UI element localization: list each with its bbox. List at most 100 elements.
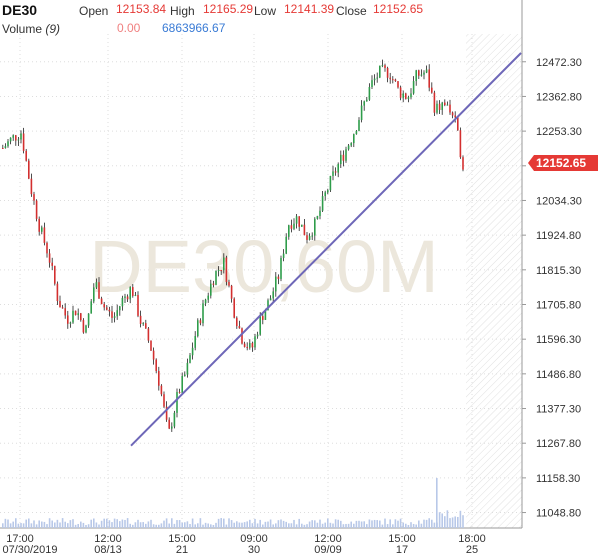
volume-bar (212, 524, 215, 528)
volume-bar (418, 520, 420, 528)
volume-bar (93, 518, 95, 528)
candle-body (56, 283, 59, 302)
volume-bar (7, 519, 9, 528)
y-tick-label: 11377.30 (536, 404, 581, 416)
x-tick-date: 17 (396, 544, 408, 556)
volume-bar (4, 518, 7, 528)
current-price-tag (528, 154, 598, 171)
volume-bar (462, 515, 464, 528)
volume-bar (324, 522, 326, 528)
candle-body (217, 269, 220, 271)
volume-bar (90, 519, 92, 528)
candle-body (163, 394, 165, 407)
volume-bar (189, 524, 191, 528)
candle-body (152, 350, 155, 360)
candle-body (425, 69, 428, 73)
candle-body (181, 375, 183, 393)
candle-body (139, 315, 142, 324)
x-tick-time: 15:00 (168, 533, 196, 545)
volume-bar (61, 518, 64, 528)
volume-value-b: 6863966.67 (162, 21, 226, 35)
x-tick-time: 17:00 (6, 533, 34, 545)
volume-bar (111, 522, 113, 528)
volume-bar (397, 520, 399, 528)
low-label: Low (254, 4, 277, 18)
volume-bar (197, 523, 199, 528)
x-tick-date: 30 (248, 544, 260, 556)
x-tick-date: 07/30/2019 (2, 544, 57, 556)
volume-bar (142, 522, 144, 528)
volume-bar (308, 521, 311, 528)
candle-body (386, 67, 389, 78)
candle-body (41, 227, 43, 232)
candle-body (176, 392, 178, 413)
volume-bar (269, 519, 272, 528)
volume-bar (358, 520, 360, 528)
candle-body (207, 295, 209, 300)
volume-bar (329, 522, 332, 528)
volume-bar (95, 522, 98, 528)
candle-body (30, 178, 33, 195)
candle-body (59, 301, 61, 308)
volume-bar (423, 519, 425, 528)
volume-bar (38, 520, 40, 528)
candle-body (418, 70, 420, 76)
volume-bar (431, 519, 433, 528)
candle-body (264, 310, 267, 320)
candle-body (360, 105, 363, 121)
future-area-hatch (466, 34, 522, 528)
volume-bar (301, 523, 303, 528)
open-value: 12153.84 (116, 2, 167, 16)
volume-bar (64, 521, 66, 528)
candle-body (350, 143, 352, 146)
volume-bar (25, 519, 27, 528)
candle-body (459, 130, 462, 158)
y-tick-label: 11815.30 (536, 265, 581, 277)
volume-bar (116, 519, 118, 528)
volume-bar (72, 519, 74, 528)
volume-bar (46, 524, 48, 528)
volume-label: Volume (2, 22, 43, 36)
candle-body (332, 171, 334, 176)
candle-body (275, 276, 277, 292)
volume-bar (137, 519, 139, 528)
candle-body (74, 310, 77, 316)
volume-bar (311, 520, 313, 528)
open-label: Open (79, 4, 109, 18)
high-value: 12165.29 (203, 2, 254, 16)
candle-body (124, 296, 126, 298)
volume-bar (371, 520, 373, 528)
volume-bar (438, 512, 441, 528)
candle-body (399, 87, 402, 98)
candle-body (119, 306, 121, 311)
candle-body (54, 265, 56, 284)
volume-bar (405, 523, 407, 528)
candle-body (280, 257, 282, 279)
volume-bar (119, 521, 121, 528)
trendline[interactable] (130, 52, 522, 447)
candle-body (441, 102, 443, 110)
candle-body (295, 216, 298, 224)
candle-body (410, 93, 412, 98)
volume-bar (173, 523, 176, 528)
y-tick-label: 11158.30 (536, 473, 580, 485)
candle-body (77, 313, 79, 316)
volume-bar (33, 520, 35, 528)
y-tick-label: 12253.30 (536, 126, 582, 138)
volume-bar (85, 524, 87, 528)
candle-body (186, 362, 189, 375)
volume-bar (293, 519, 295, 528)
candle-body (158, 371, 160, 386)
y-tick-label: 11267.80 (536, 438, 581, 450)
candle-body (236, 317, 238, 327)
candle-body (121, 297, 124, 307)
volume-bar (147, 521, 150, 528)
close-label: Close (336, 4, 367, 18)
candle-body (308, 235, 311, 240)
volume-bar (35, 524, 38, 528)
candle-body (85, 325, 87, 333)
candle-body (321, 196, 324, 211)
x-tick-time: 09:00 (240, 533, 268, 545)
candle-body (301, 224, 303, 227)
